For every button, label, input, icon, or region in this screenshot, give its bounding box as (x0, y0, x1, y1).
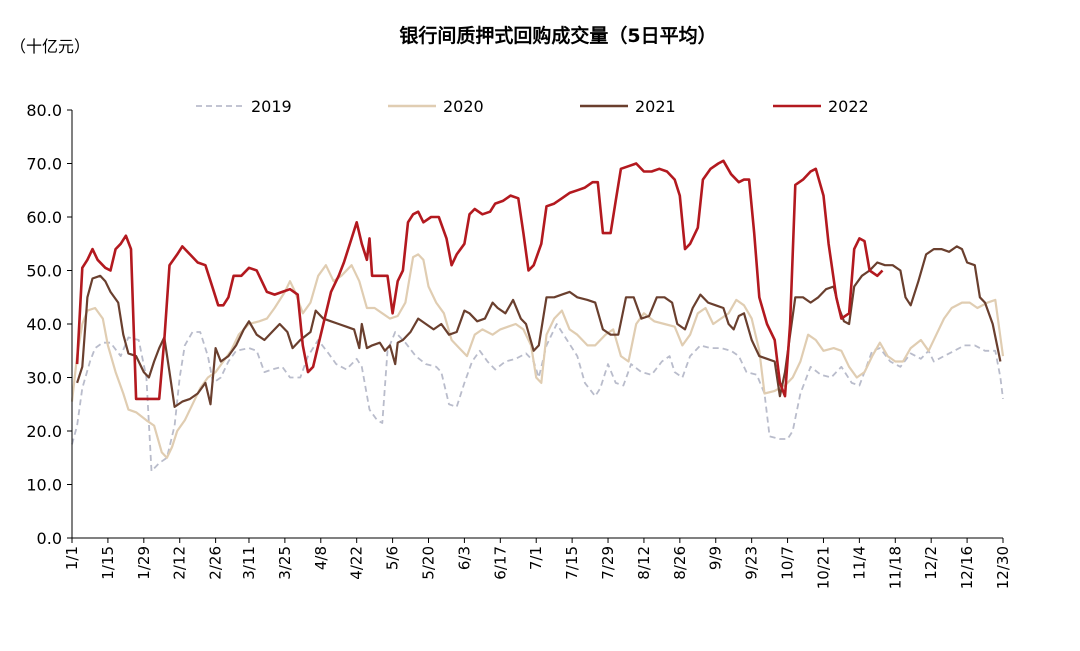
x-tick-label: 10/7 (779, 546, 797, 580)
x-tick-label: 12/16 (958, 546, 976, 589)
x-tick-label: 8/12 (635, 546, 653, 580)
x-axis-ticks: 1/1 1/15 1/29 2/12 2/26 3/11 3/25 4/8 4/22 5/6 5/2… (63, 538, 1012, 589)
legend-label-2020: 2020 (443, 97, 484, 116)
series-line-2019 (71, 323, 1004, 472)
x-tick-label: 11/4 (850, 546, 868, 580)
y-tick-label: 50.0 (26, 262, 62, 281)
x-tick-label: 2/26 (207, 546, 225, 580)
y-tick-label: 40.0 (26, 315, 62, 334)
x-tick-label: 1/1 (63, 546, 81, 570)
x-tick-label: 9/9 (707, 546, 725, 570)
y-tick-label: 80.0 (26, 101, 62, 120)
x-tick-label: 11/18 (886, 546, 904, 589)
series-line-2021 (76, 245, 1002, 408)
y-tick-label: 0.0 (37, 529, 62, 548)
legend-label-2019: 2019 (251, 97, 292, 116)
x-tick-label: 6/17 (491, 546, 509, 580)
series-lines (70, 159, 1005, 472)
x-tick-label: 8/26 (671, 546, 689, 580)
x-tick-label: 5/6 (384, 546, 402, 570)
x-tick-label: 7/1 (527, 546, 545, 570)
legend-label-2022: 2022 (828, 97, 869, 116)
legend-label-2021: 2021 (635, 97, 676, 116)
x-tick-label: 12/30 (994, 546, 1012, 589)
x-tick-label: 2/12 (171, 546, 189, 580)
x-tick-label: 12/2 (922, 546, 940, 580)
x-tick-label: 7/29 (599, 546, 617, 580)
legend: 2019 2020 2021 2022 (196, 97, 869, 116)
series-line-2022 (75, 159, 884, 401)
y-tick-label: 10.0 (26, 476, 62, 495)
x-tick-label: 1/29 (135, 546, 153, 580)
x-tick-label: 10/21 (814, 546, 832, 589)
x-tick-label: 6/3 (455, 546, 473, 570)
x-tick-label: 7/15 (563, 546, 581, 580)
chart-title: 银行间质押式回购成交量（5日平均） (399, 24, 716, 47)
y-tick-label: 30.0 (26, 369, 62, 388)
x-tick-label: 4/22 (348, 546, 366, 580)
y-tick-label: 20.0 (26, 422, 62, 441)
x-tick-label: 1/15 (99, 546, 117, 580)
y-axis-ticks: 0.0 10.0 20.0 30.0 40.0 50.0 60.0 70.0 80.0 (26, 101, 72, 548)
x-tick-label: 9/23 (743, 546, 761, 580)
y-tick-label: 70.0 (26, 155, 62, 174)
x-tick-label: 3/11 (240, 546, 258, 580)
y-tick-label: 60.0 (26, 208, 62, 227)
x-tick-label: 5/20 (419, 546, 437, 580)
x-tick-label: 3/25 (276, 546, 294, 580)
y-axis-unit-label: （十亿元） (10, 37, 90, 56)
x-tick-label: 4/8 (312, 546, 330, 570)
series-line-2020 (70, 253, 1005, 459)
